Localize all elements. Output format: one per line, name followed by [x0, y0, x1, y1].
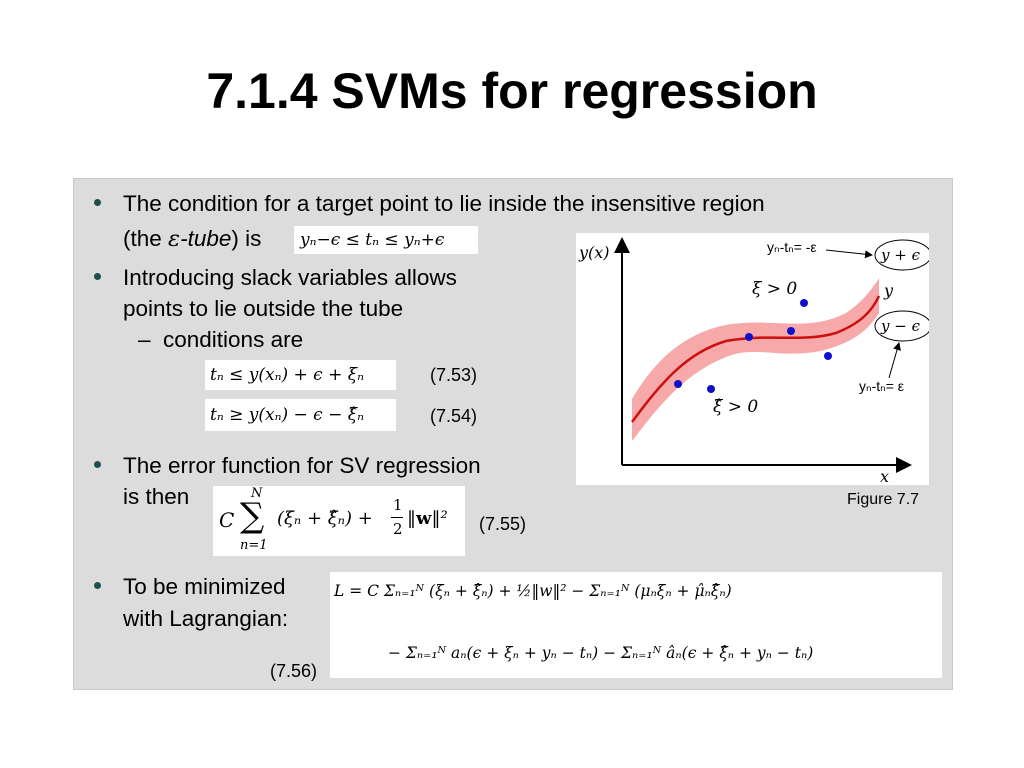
slide-title: 7.1.4 SVMs for regression [206, 63, 818, 119]
figure-caption: Figure 7.7 [847, 491, 920, 508]
equation-7-55-label: (7.55) [479, 514, 527, 534]
eq55-xi-terms: (ξₙ + ξ̂ₙ) + [277, 508, 373, 529]
data-point [787, 327, 795, 335]
epsilon-tube-condition: yₙ−ϵ ≤ tₙ ≤ yₙ+ϵ [294, 226, 478, 254]
upper-annot-arrow [825, 249, 873, 259]
equation-7-55: C N ∑ n=1 (ξₙ + ξ̂ₙ) + 1 2 ‖w‖² [213, 486, 465, 556]
eq55-C: C [219, 508, 235, 532]
regression-tube-plot [614, 237, 932, 473]
eq55-sum-lower: n=1 [240, 538, 268, 553]
bullet-4-line1: To be minimized [123, 574, 286, 599]
x-axis-label: x [880, 467, 890, 486]
eq56-line1: L = C Σₙ₌₁ᴺ (ξₙ + ξ̂ₙ) + ½‖w‖² − Σₙ₌₁ᴺ (… [334, 582, 732, 600]
curve-label: y [884, 281, 894, 300]
epsilon-symbol: ε [168, 226, 181, 252]
bullet-2-marker [94, 273, 101, 280]
bullet-4-marker [94, 582, 101, 589]
data-point [800, 299, 808, 307]
bullet-1-marker [94, 199, 101, 206]
bullet-3-line2: is then [123, 484, 190, 509]
eq55-half-den: 2 [393, 520, 403, 538]
equation-7-54: tₙ ≥ y(xₙ) − ϵ − ξ̂ₙ [205, 399, 396, 431]
equation-7-53: tₙ ≤ y(xₙ) + ϵ + ξₙ [205, 360, 396, 390]
sub-bullet-dash: – [138, 327, 151, 352]
y-axis-label: y(x) [579, 243, 610, 262]
sub-bullet-conditions: conditions are [163, 327, 304, 352]
lower-annot-arrow [888, 342, 901, 379]
eq55-norm: ‖w‖² [407, 508, 448, 529]
regression-curve [630, 295, 881, 423]
bullet-1-post: ) is [231, 226, 262, 251]
eq55-half-num: 1 [393, 496, 403, 514]
eq55-frac-bar [391, 517, 403, 518]
bullet-3-line1: The error function for SV regression [123, 453, 481, 478]
bullet-3-marker [94, 461, 101, 468]
bullet-1-line1: The condition for a target point to lie … [123, 191, 765, 216]
bullet-2-line1: Introducing slack variables allows [123, 265, 457, 290]
equation-7-56-label: (7.56) [270, 661, 318, 681]
xi-positive-label: ξ > 0 [752, 279, 798, 299]
bullet-2-line2: points to lie outside the tube [123, 296, 404, 321]
data-point [824, 352, 832, 360]
equation-7-53-label: (7.53) [430, 365, 478, 385]
data-point [674, 380, 682, 388]
bullet-1-pre: (the [123, 226, 169, 251]
epsilon-tube [632, 278, 879, 441]
figure-7-7: y(x) x y y + ϵ y − ϵ yₙ-tₙ= -ε yₙ-tₙ= ε … [576, 233, 932, 486]
upper-tube-label: y + ϵ [881, 246, 920, 264]
lower-annotation: yₙ-tₙ= ε [859, 378, 905, 394]
data-point [745, 333, 753, 341]
tube-term: -tube [180, 226, 232, 251]
bullet-4-line2: with Lagrangian: [123, 606, 289, 631]
equation-7-54-label: (7.54) [430, 406, 478, 426]
data-point [707, 385, 715, 393]
eq55-sigma: ∑ [240, 496, 265, 536]
lower-tube-label: y − ϵ [881, 317, 920, 335]
upper-annotation: yₙ-tₙ= -ε [767, 239, 817, 255]
eq55-sum-upper: N [251, 486, 263, 501]
xihat-positive-label: ξ̂ > 0 [713, 397, 759, 417]
bullet-1-line2: (the ε-tube) is [123, 223, 261, 255]
equation-7-56: L = C Σₙ₌₁ᴺ (ξₙ + ξ̂ₙ) + ½‖w‖² − Σₙ₌₁ᴺ (… [330, 572, 942, 678]
eq56-line2: − Σₙ₌₁ᴺ aₙ(ϵ + ξₙ + yₙ − tₙ) − Σₙ₌₁ᴺ âₙ(… [388, 644, 814, 662]
